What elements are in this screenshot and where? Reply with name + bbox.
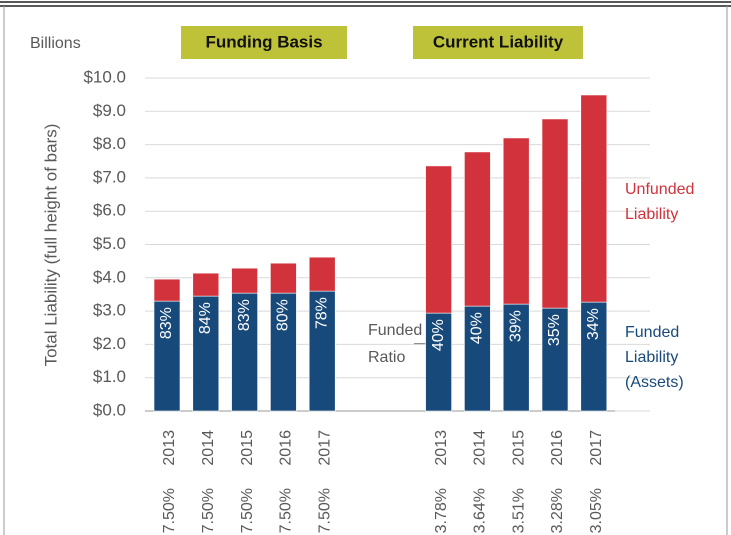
x-tick-label: 2016 bbox=[549, 430, 566, 466]
ratio-label: 83% bbox=[158, 307, 175, 339]
bar-segment bbox=[153, 278, 181, 302]
x-tick-label: 2015 bbox=[239, 430, 256, 466]
x-tick-sublabel: 7.50% bbox=[316, 488, 333, 533]
ratio-label: 35% bbox=[546, 314, 563, 346]
y-tick-label: $6.0 bbox=[93, 201, 126, 220]
x-tick-label: 2014 bbox=[472, 430, 489, 466]
ratio-label: 84% bbox=[197, 302, 214, 334]
ratio-label: 78% bbox=[313, 297, 330, 329]
bar-segment bbox=[153, 300, 181, 412]
x-tick-label: 2017 bbox=[316, 430, 333, 466]
group-header-box bbox=[181, 26, 347, 59]
ratio-label: 40% bbox=[430, 319, 447, 351]
x-tick-sublabel: 3.64% bbox=[472, 488, 489, 533]
bar-segment bbox=[464, 151, 491, 307]
bar-segment bbox=[308, 256, 336, 292]
bar-segment bbox=[580, 301, 608, 412]
bar-segment bbox=[502, 137, 530, 305]
x-tick-sublabel: 3.28% bbox=[549, 488, 566, 533]
x-tick-sublabel: 7.50% bbox=[278, 488, 295, 533]
legend-label: Unfunded Liability bbox=[625, 181, 695, 223]
unit-label: Billions bbox=[30, 35, 81, 52]
bar-segment bbox=[580, 94, 608, 303]
legend-label: Funded Liability (Assets) bbox=[625, 324, 684, 391]
bar-segment bbox=[502, 303, 530, 412]
x-tick-sublabel: 7.50% bbox=[200, 488, 217, 533]
y-tick-label: $8.0 bbox=[93, 134, 126, 153]
bar-segment bbox=[425, 312, 452, 412]
y-tick-label: $7.0 bbox=[93, 167, 126, 186]
bar-segment bbox=[270, 262, 297, 294]
group-header: Current Liability bbox=[433, 32, 564, 51]
y-tick-label: $10.0 bbox=[83, 67, 126, 86]
bar-segment bbox=[308, 290, 336, 412]
x-tick-sublabel: 7.50% bbox=[161, 488, 178, 533]
group-header: Funding Basis bbox=[205, 32, 322, 51]
x-tick-sublabel: 3.78% bbox=[433, 488, 450, 533]
y-tick-label: $5.0 bbox=[93, 234, 126, 253]
annotation: Funded Ratio bbox=[368, 322, 423, 366]
x-tick-label: 2014 bbox=[200, 430, 217, 466]
x-tick-sublabel: 3.51% bbox=[510, 488, 527, 533]
ratio-label: 34% bbox=[585, 308, 602, 340]
x-tick-label: 2017 bbox=[588, 430, 605, 466]
ratio-label: 80% bbox=[275, 299, 292, 331]
ratio-label: 39% bbox=[507, 310, 524, 342]
y-tick-label: $3.0 bbox=[93, 301, 126, 320]
ratio-label: 83% bbox=[236, 299, 253, 331]
bar-segment bbox=[464, 305, 491, 412]
y-tick-label: $4.0 bbox=[93, 267, 126, 286]
bar-segment bbox=[541, 118, 569, 309]
y-axis-title: Total Liability (full height of bars) bbox=[41, 124, 60, 367]
x-tick-label: 2015 bbox=[510, 430, 527, 466]
bar-segment bbox=[425, 165, 452, 314]
bar-segment bbox=[192, 295, 220, 412]
bar-segment bbox=[192, 272, 220, 297]
y-tick-label: $1.0 bbox=[93, 367, 126, 386]
x-tick-label: 2013 bbox=[161, 430, 178, 466]
ratio-label: 40% bbox=[469, 312, 486, 344]
x-tick-label: 2013 bbox=[433, 430, 450, 466]
x-tick-label: 2016 bbox=[278, 430, 295, 466]
y-tick-label: $9.0 bbox=[93, 101, 126, 120]
group-header-box bbox=[413, 26, 583, 59]
x-tick-sublabel: 7.50% bbox=[239, 488, 256, 533]
bar-segment bbox=[231, 267, 258, 294]
x-tick-sublabel: 3.05% bbox=[588, 488, 605, 533]
y-tick-label: $2.0 bbox=[93, 334, 126, 353]
y-tick-label: $0.0 bbox=[93, 400, 126, 419]
